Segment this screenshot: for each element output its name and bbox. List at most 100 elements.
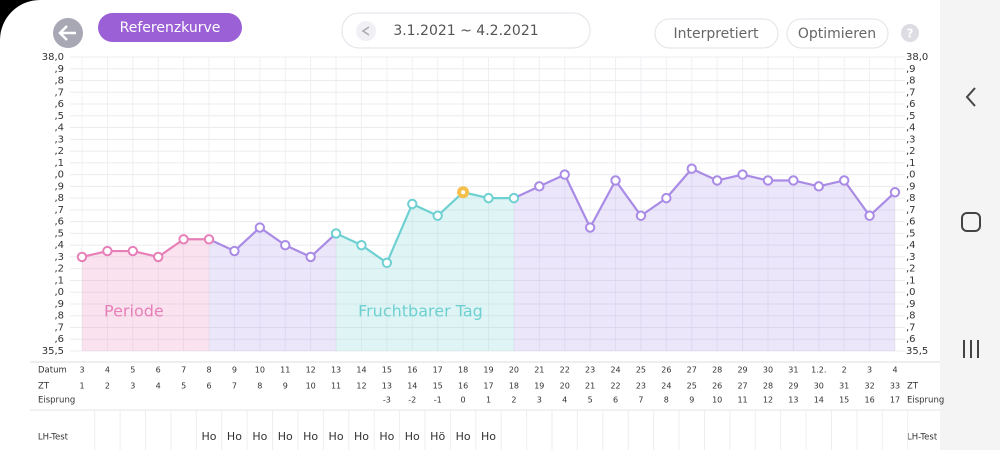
table-cell: 7 (638, 396, 643, 405)
date-cell: 20 (509, 366, 519, 375)
help-icon[interactable] (901, 24, 919, 42)
table-cell: 14 (814, 396, 824, 405)
y2-tick-label: ,1 (906, 158, 916, 169)
line-segment (233, 226, 261, 252)
date-cell: 12 (306, 366, 316, 375)
table-cell: Ho (227, 430, 242, 443)
y2-tick-label: ,7 (906, 205, 916, 216)
data-point (330, 228, 342, 239)
data-point (610, 175, 621, 186)
y-tick-label: ,0 (54, 170, 64, 181)
date-cell: 1.2. (811, 366, 826, 375)
reference-button[interactable] (98, 13, 242, 42)
table-cell: 31 (839, 382, 849, 391)
data-point (229, 245, 240, 257)
table-cell: 9 (283, 382, 288, 391)
data-point (381, 257, 393, 268)
y-tick-label: ,8 (54, 193, 64, 204)
table-cell: 5 (181, 382, 186, 391)
table-cell: 4 (156, 382, 161, 391)
area-fill (666, 168, 692, 351)
nav-back[interactable] (965, 87, 976, 107)
area-fill (107, 251, 133, 351)
reference-label: Referenzkurve (120, 20, 221, 36)
interpret-label: Interpretiert (673, 26, 759, 42)
table-cell: 11 (331, 382, 341, 391)
y-tick-label: ,7 (54, 87, 64, 98)
date-cell: 4 (892, 366, 897, 375)
y-tick-label: ,6 (54, 217, 64, 228)
data-point (686, 163, 697, 174)
table-cell: 21 (585, 382, 595, 391)
y2-tick-label: ,0 (906, 287, 916, 298)
area-fill (234, 227, 260, 351)
data-point (635, 210, 647, 221)
optimize-button[interactable] (786, 18, 889, 49)
table-cell: -1 (434, 396, 442, 405)
back-arrow (58, 25, 76, 41)
data-point (407, 198, 418, 210)
y-tick-label: ,8 (54, 76, 64, 87)
data-point (788, 175, 799, 186)
date-cell: 29 (737, 366, 747, 375)
date-cell: 22 (560, 366, 570, 375)
y-tick-label: ,6 (54, 334, 64, 345)
row-label-right: LH-Test (907, 433, 938, 443)
date-cell: 13 (331, 366, 341, 375)
nav-home[interactable] (961, 212, 981, 232)
table-cell: Ho (405, 430, 420, 443)
area-fill (82, 251, 108, 351)
row-label: ZT (38, 382, 50, 392)
date-cell: 3 (867, 366, 872, 375)
line-segment (868, 191, 896, 217)
area-fill (767, 180, 794, 351)
area-fill (158, 239, 184, 351)
data-point (711, 175, 723, 186)
y-tick-label: ,5 (54, 228, 64, 239)
y-tick-label: ,1 (54, 275, 64, 286)
table-cell: 26 (712, 382, 722, 391)
date-cell: 28 (712, 366, 722, 375)
data-point (432, 210, 443, 221)
area-fill (640, 198, 667, 351)
y-tick-label: ,7 (54, 322, 64, 333)
y2-tick-label: ,2 (906, 264, 916, 275)
y2-tick-label: ,7 (906, 322, 916, 333)
table-cell: Ho (354, 430, 369, 443)
table-cell: Ho (456, 430, 471, 443)
row-label: Eisprung (38, 396, 75, 406)
table-cell: Ho (252, 430, 267, 443)
y-tick-label: ,2 (54, 264, 64, 275)
data-point (76, 251, 88, 263)
table-cell: 15 (433, 382, 443, 391)
y-tick-label: ,2 (54, 146, 64, 157)
data-point (508, 192, 520, 204)
table-cell: 12 (763, 396, 773, 405)
data-point (178, 234, 189, 245)
date-cell: 6 (156, 366, 161, 375)
table-cell: 3 (130, 382, 135, 391)
table-cell: 2 (105, 382, 110, 391)
table-cell: 2 (511, 396, 516, 405)
area-fill (209, 239, 235, 351)
nav-recent[interactable] (963, 340, 979, 358)
row-label-right: Eisprung (907, 396, 944, 406)
row-label: LH-Test (38, 433, 69, 443)
y2-tick-label: ,4 (906, 240, 916, 251)
area-fill (310, 233, 337, 351)
date-cell: 23 (585, 366, 595, 375)
area-fill (386, 204, 413, 351)
table-cell: 8 (257, 382, 262, 391)
y-tick-label: ,7 (54, 205, 64, 216)
date-cell: 21 (534, 366, 544, 375)
interpret-button[interactable] (654, 18, 779, 49)
date-range: 3.1.2021 ~ 4.2.2021 (393, 23, 538, 39)
table-cell: 13 (382, 382, 392, 391)
area-fill (615, 180, 641, 351)
table-cell: 14 (407, 382, 417, 391)
table-cell: 6 (206, 382, 211, 391)
area-fill (869, 192, 895, 351)
y2-tick-label: ,4 (906, 123, 916, 134)
date-box[interactable] (341, 12, 591, 49)
data-point (153, 251, 164, 263)
